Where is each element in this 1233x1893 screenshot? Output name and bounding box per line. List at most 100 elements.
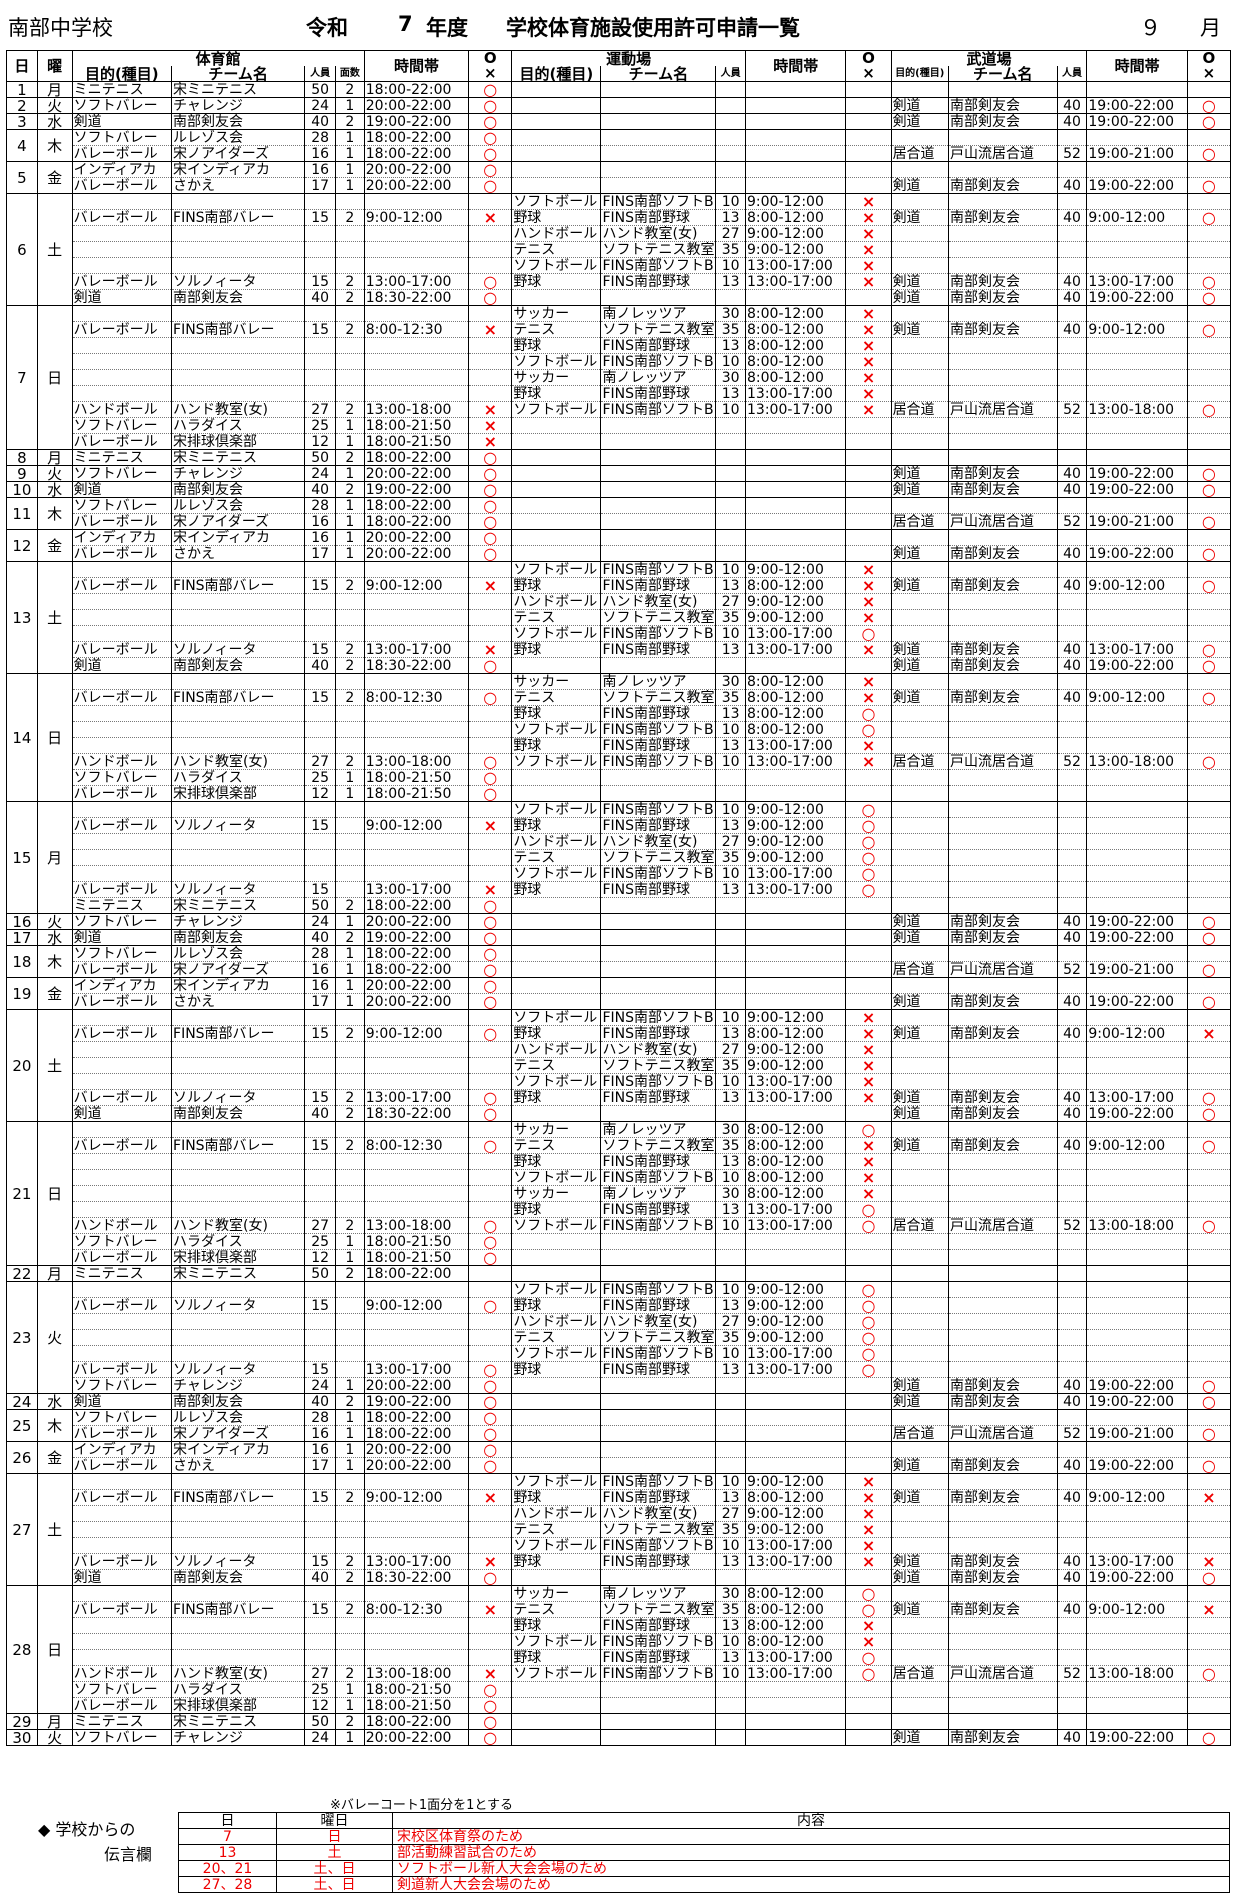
dojo-status: × — [1186, 1601, 1232, 1618]
field-purpose — [511, 1377, 602, 1394]
gym-status: ○ — [468, 81, 513, 98]
gym-status — [468, 561, 513, 578]
dojo-time: 19:00-22:00 — [1086, 929, 1188, 946]
table-row: バレーボール 宋排球倶楽部 12 1 18:00-21:50 ○ — [7, 785, 1232, 802]
field-team — [600, 513, 717, 530]
dojo-members — [1056, 673, 1088, 690]
gym-purpose: バレーボール — [71, 961, 173, 978]
dojo-members — [1056, 1345, 1088, 1362]
day-number: 22 — [6, 1265, 38, 1282]
field-status — [845, 161, 892, 178]
gym-courts: 2 — [335, 1265, 365, 1282]
field-status: ○ — [845, 1217, 892, 1234]
day-number: 26 — [6, 1441, 38, 1474]
gym-team — [171, 1633, 306, 1650]
table-row: ソフトボール FINS南部ソフトB 10 8:00-12:00 ○ — [7, 721, 1232, 738]
gym-purpose: 剣道 — [71, 113, 173, 130]
field-time — [745, 1457, 847, 1474]
message-content: 部活動練習試合のため — [392, 1844, 1230, 1861]
dojo-time — [1086, 497, 1188, 514]
gym-status: ○ — [468, 545, 513, 562]
gym-team — [171, 865, 306, 882]
table-row: 8 月ミニテニス 宋ミニテニス 50 2 18:00-22:00 ○ — [6, 449, 1232, 466]
gym-time — [363, 1329, 470, 1346]
field-purpose: 野球 — [511, 641, 602, 658]
dojo-members — [1056, 721, 1088, 738]
dojo-time — [1086, 1345, 1188, 1362]
field-members: 10 — [715, 1073, 747, 1090]
gym-members: 15 — [304, 1489, 337, 1506]
gym-team: 宋ノアイダーズ — [171, 961, 306, 978]
gym-members — [304, 1057, 337, 1074]
field-status: ○ — [845, 1665, 892, 1682]
gym-team: ハラダイス — [171, 1233, 306, 1250]
gym-team — [171, 705, 306, 722]
field-time: 9:00-12:00 — [745, 1041, 847, 1058]
gym-members — [304, 1201, 337, 1218]
dojo-members — [1056, 737, 1088, 754]
field-status — [845, 929, 892, 946]
gym-status — [468, 1121, 513, 1138]
dojo-purpose — [890, 529, 949, 546]
field-team: FINS南部野球 — [600, 577, 717, 594]
table-row: ソフトボール FINS南部ソフトB 10 13:00-17:00 × — [7, 1537, 1232, 1554]
gym-time — [363, 801, 470, 818]
table-row: 27 土ソフトボール FINS南部ソフトB 10 9:00-12:00 × — [6, 1473, 1232, 1586]
field-members — [715, 1441, 747, 1458]
dojo-team: 戸山流居合道 — [947, 1665, 1058, 1682]
dojo-status — [1186, 1041, 1232, 1058]
table-row: 剣道 南部剣友会 40 2 18:30-22:00 ○ 剣道 南部剣友会 40 19:00-22:… — [7, 657, 1232, 674]
gym-time: 20:00-22:00 — [363, 913, 470, 930]
field-time: 8:00-12:00 — [745, 689, 847, 706]
field-purpose — [511, 1729, 602, 1746]
dojo-purpose — [890, 1473, 949, 1490]
dojo-time — [1086, 1233, 1188, 1250]
dojo-time — [1086, 609, 1188, 626]
gym-status: ○ — [468, 961, 513, 978]
table-row: 30 火ソフトバレー チャレンジ 24 1 20:00-22:00 ○ 剣道 南部剣友会 40 19… — [6, 1729, 1232, 1746]
dojo-members: 52 — [1056, 1665, 1088, 1682]
weekday: 火 — [36, 1729, 73, 1746]
weekday: 月 — [36, 1713, 73, 1730]
gym-team: FINS南部バレー — [171, 209, 306, 226]
field-team — [600, 417, 717, 434]
gym-time: 20:00-22:00 — [363, 1457, 470, 1474]
dojo-purpose: 剣道 — [890, 1569, 949, 1586]
gym-time: 18:00-21:50 — [363, 1233, 470, 1250]
dojo-header: 武道場 — [890, 50, 1088, 66]
field-team: FINS南部野球 — [600, 881, 717, 898]
field-team: FINS南部ソフトB — [600, 1073, 717, 1090]
dojo-time: 19:00-22:00 — [1086, 481, 1188, 498]
dojo-team: 南部剣友会 — [947, 465, 1058, 482]
dojo-time: 9:00-12:00 — [1086, 1137, 1188, 1154]
gym-status: ○ — [468, 1137, 513, 1154]
gym-courts: 1 — [335, 1233, 365, 1250]
gym-time: 18:00-22:00 — [363, 1425, 470, 1442]
dojo-purpose — [890, 161, 949, 178]
gym-time: 13:00-17:00 — [363, 881, 470, 898]
field-members: 30 — [715, 305, 747, 322]
dojo-time — [1086, 1537, 1188, 1554]
table-row: バレーボール さかえ 17 1 20:00-22:00 ○ 剣道 南部剣友会 40 19:00-2… — [7, 545, 1232, 562]
dojo-status — [1186, 849, 1232, 866]
gym-time: 20:00-22:00 — [363, 545, 470, 562]
field-purpose: 野球 — [511, 1201, 602, 1218]
gym-team: 宋ミニテニス — [171, 897, 306, 914]
dojo-time — [1086, 1201, 1188, 1218]
gym-purpose: 剣道 — [71, 1393, 173, 1410]
field-team: ハンド教室(女) — [600, 833, 717, 850]
dojo-status — [1186, 417, 1232, 434]
field-time: 8:00-12:00 — [745, 1169, 847, 1186]
dojo-time — [1086, 1009, 1188, 1026]
dojo-members — [1056, 1441, 1088, 1458]
gym-time: 18:00-22:00 — [363, 1409, 470, 1426]
gym-purpose — [71, 1345, 173, 1362]
gym-team — [171, 1617, 306, 1634]
dojo-purpose — [890, 1073, 949, 1090]
gym-purpose: バレーボール — [71, 145, 173, 162]
gym-purpose: ソフトバレー — [71, 913, 173, 930]
gym-courts: 2 — [335, 1217, 365, 1234]
gym-team: 宋インディアカ — [171, 529, 306, 546]
field-team: 南ノレッツア — [600, 369, 717, 386]
weekday: 日 — [36, 1585, 73, 1714]
